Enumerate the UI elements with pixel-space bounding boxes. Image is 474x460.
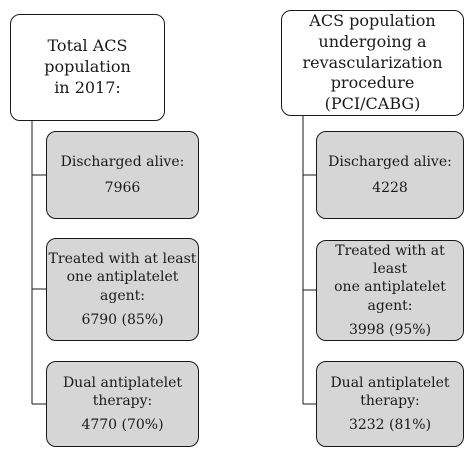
right-discharged-box: Discharged alive: 4228 (316, 131, 464, 219)
right-dual-therapy-label: therapy: (360, 392, 420, 409)
right-head-line: procedure (PCI/CABG) (324, 73, 421, 114)
left-discharged-label: Discharged alive: (60, 153, 185, 170)
left-dual-therapy-value: 4770 (70%) (81, 417, 164, 434)
left-antiplatelet-value: 6790 (85%) (81, 311, 164, 328)
left-discharged-value: 7966 (104, 180, 141, 196)
left-dual-therapy-label: therapy: (92, 392, 153, 409)
left-antiplatelet-label: agent: (100, 287, 145, 304)
right-antiplatelet-value: 3998 (95%) (348, 321, 432, 338)
right-discharged-value: 4228 (372, 180, 408, 196)
left-antiplatelet-label: Treated with at least (48, 251, 197, 268)
right-head-line: revascularization (302, 52, 443, 72)
right-antiplatelet-label: Treated with at least (335, 243, 445, 278)
right-antiplatelet-box: Treated with at least one antiplatelet a… (316, 240, 464, 341)
left-antiplatelet-box: Treated with at least one antiplatelet a… (46, 238, 199, 341)
right-antiplatelet-label: one antiplatelet (334, 279, 446, 296)
right-discharged-label: Discharged alive: (328, 153, 452, 170)
right-population-box: ACS population undergoing a revasculariz… (281, 10, 464, 116)
left-head-line: in 2017: (54, 77, 121, 97)
right-dual-therapy-box: Dual antiplatelet therapy: 3232 (81%) (316, 361, 464, 447)
right-head-line: ACS population (309, 11, 436, 30)
right-head-line: undergoing a (318, 31, 427, 51)
right-antiplatelet-label: agent: (367, 297, 413, 314)
left-antiplatelet-label: one antiplatelet (66, 269, 179, 286)
left-dual-therapy-box: Dual antiplatelet therapy: 4770 (70%) (46, 361, 199, 447)
left-head-line: Total ACS population (44, 36, 131, 77)
left-discharged-box: Discharged alive: 7966 (46, 131, 199, 219)
left-dual-therapy-label: Dual antiplatelet (62, 374, 183, 391)
right-dual-therapy-label: Dual antiplatelet (330, 374, 450, 391)
left-population-box: Total ACS population in 2017: (10, 14, 165, 121)
right-dual-therapy-value: 3232 (81%) (348, 417, 432, 434)
